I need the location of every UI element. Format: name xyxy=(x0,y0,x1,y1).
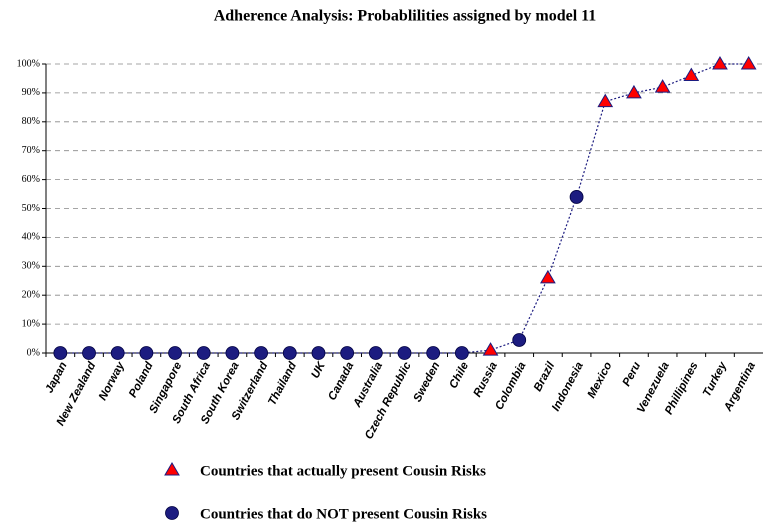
triangle-marker xyxy=(740,56,757,70)
triangle-marker xyxy=(712,56,728,70)
circle-marker xyxy=(165,506,179,520)
circle-marker xyxy=(110,346,125,360)
x-tick-label: Turkey xyxy=(701,360,729,399)
y-tick-label: 80% xyxy=(22,116,40,127)
circle-marker xyxy=(168,346,182,360)
y-tick-label: 0% xyxy=(27,347,40,358)
x-tick-label: Thailand xyxy=(266,359,299,407)
x-tick-label: Mexico xyxy=(586,360,615,400)
circle-marker xyxy=(225,346,240,360)
circle-marker xyxy=(340,346,355,360)
triangle-marker xyxy=(654,79,671,93)
circle-marker xyxy=(454,346,469,360)
triangle-marker xyxy=(626,84,642,99)
y-tick-label: 20% xyxy=(22,289,40,300)
circle-marker xyxy=(426,346,441,360)
x-tick-label: Russia xyxy=(472,360,501,399)
triangle-marker xyxy=(164,462,180,476)
y-tick-label: 60% xyxy=(22,174,40,185)
x-tick-label: Brazil xyxy=(532,359,558,393)
circle-marker xyxy=(512,333,527,347)
circle-marker xyxy=(82,346,96,360)
y-tick-label: 10% xyxy=(22,318,40,329)
y-tick-label: 70% xyxy=(22,145,40,156)
x-tick-label: Chile xyxy=(447,360,471,391)
x-tick-label: Poland xyxy=(127,359,156,399)
y-tick-label: 90% xyxy=(22,87,40,98)
legend-label: Countries that do NOT present Cousin Ris… xyxy=(200,506,487,522)
circle-marker xyxy=(569,190,584,204)
circle-marker xyxy=(53,346,68,360)
chart-title: Adherence Analysis: Probablilities assig… xyxy=(214,8,597,25)
x-tick-label: Canada xyxy=(326,360,356,403)
circle-marker xyxy=(139,346,154,360)
x-tick-label: Sweden xyxy=(412,360,443,404)
x-tick-label: Norway xyxy=(97,360,127,403)
y-tick-label: 40% xyxy=(22,232,40,243)
circle-marker xyxy=(397,346,412,360)
x-tick-label: Japan xyxy=(43,360,69,395)
triangle-marker xyxy=(540,269,556,284)
y-tick-label: 100% xyxy=(17,58,40,69)
triangle-marker xyxy=(597,93,614,108)
x-tick-label: UK xyxy=(309,360,328,381)
circle-marker xyxy=(311,346,326,360)
circle-marker xyxy=(196,346,211,360)
legend-label: Countries that actually present Cousin R… xyxy=(200,463,486,479)
y-tick-label: 30% xyxy=(22,261,40,272)
triangle-marker xyxy=(482,342,499,356)
y-tick-label: 50% xyxy=(22,203,40,214)
circle-marker xyxy=(282,346,297,360)
triangle-marker xyxy=(683,67,700,82)
circle-marker xyxy=(254,346,269,360)
circle-marker xyxy=(368,346,383,360)
x-tick-label: Peru xyxy=(621,360,644,388)
